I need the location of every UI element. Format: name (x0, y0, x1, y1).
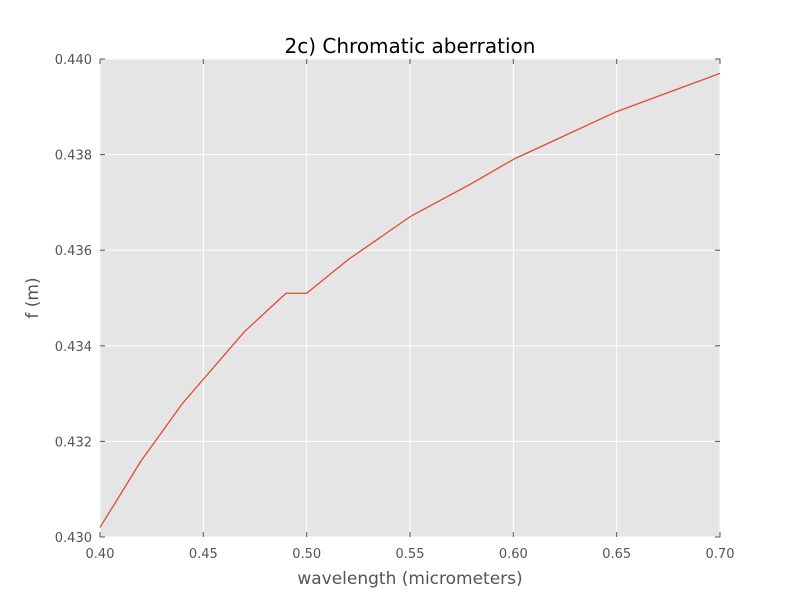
y-tick-labels: 0.430 0.432 0.434 0.436 0.438 0.440 (55, 53, 92, 546)
x-axis-title: wavelength (micrometers) (297, 569, 522, 589)
y-tick-label: 0.438 (55, 149, 92, 164)
y-tick-label: 0.430 (55, 531, 92, 546)
y-tick-label: 0.434 (55, 340, 92, 355)
y-axis-title: f (m) (23, 277, 43, 318)
x-tick-label: 0.40 (86, 547, 115, 562)
y-tick-label: 0.440 (55, 53, 92, 68)
y-tick-label: 0.432 (55, 435, 92, 450)
x-tick-label: 0.60 (499, 547, 528, 562)
x-tick-label: 0.45 (189, 547, 218, 562)
x-tick-label: 0.55 (396, 547, 425, 562)
x-tick-label: 0.70 (706, 547, 735, 562)
series-line (99, 72, 721, 528)
x-tick-label: 0.50 (292, 547, 321, 562)
tick-marks (99, 58, 721, 538)
y-tick-label: 0.436 (55, 244, 92, 259)
x-tick-labels: 0.40 0.45 0.50 0.55 0.60 0.65 0.70 (86, 547, 735, 562)
series-layer (99, 72, 721, 528)
x-tick-label: 0.65 (602, 547, 631, 562)
chart-title: 2c) Chromatic aberration (285, 34, 536, 58)
